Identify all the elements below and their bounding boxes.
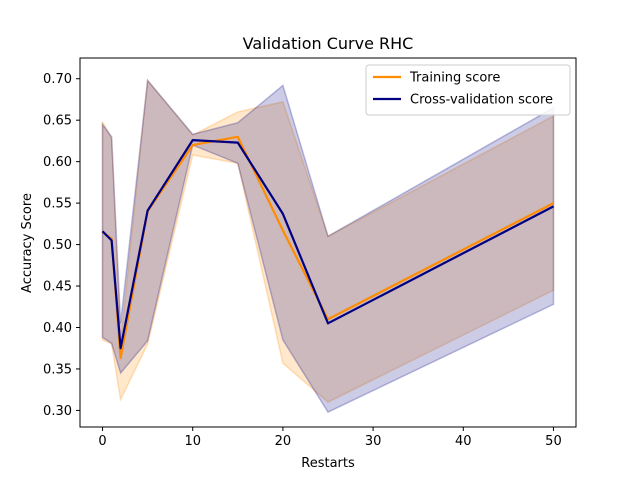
y-tick-label: 0.60 [43,155,72,170]
y-tick-label: 0.45 [43,280,72,295]
legend-entry: Cross-validation score [410,93,553,108]
y-tick-label: 0.35 [43,362,72,377]
x-tick-label: 20 [275,434,292,449]
y-tick-label: 0.50 [43,238,72,253]
line-cross-validation [101,139,555,350]
x-tick-label: 0 [98,434,106,449]
y-tick-label: 0.30 [43,404,72,419]
y-tick-label: 0.55 [43,197,72,212]
y-axis-label: Accuracy Score [20,193,35,293]
axes-frame [79,57,577,428]
legend-entry: Training score [409,71,500,86]
x-tick-label: 50 [545,434,562,449]
y-tick-label: 0.65 [43,114,72,129]
x-tick-label: 40 [455,434,472,449]
plot-area: 0 10 20 30 40 50 0.30 0.35 0.40 0.45 0.50 0.55 0.60 0… [43,57,577,449]
x-axis-label: Restarts [301,456,355,471]
legend-box [365,64,571,116]
y-tick-label: 0.40 [43,321,72,336]
band-training [101,78,555,403]
x-tick-label: 30 [365,434,382,449]
x-tick-label: 10 [184,434,201,449]
legend: Training score Cross-validation score [365,64,571,116]
band-cross-validation [101,78,555,414]
chart-title: Validation Curve RHC [243,34,414,53]
y-tick-label: 0.70 [43,72,72,87]
